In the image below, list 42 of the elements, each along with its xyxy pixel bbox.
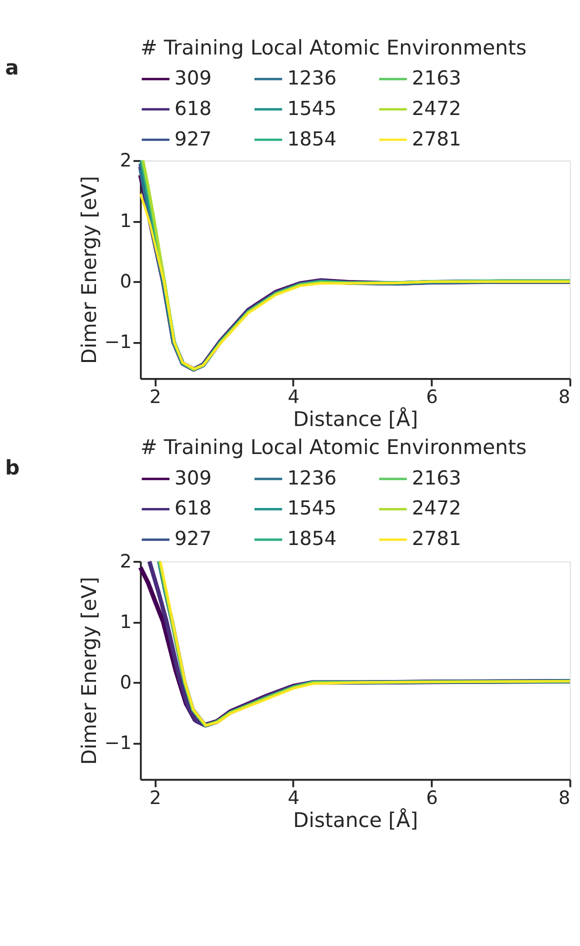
legend-label: 1854: [287, 527, 337, 550]
y-tick-label: −1: [104, 733, 132, 754]
x-axis-title: Distance [Å]: [293, 808, 418, 832]
legend-label: 309: [174, 466, 212, 490]
x-tick-label: 4: [288, 386, 300, 408]
legend-label: 1545: [287, 96, 337, 120]
legend-label: 618: [174, 96, 212, 120]
y-tick-label: 2: [120, 551, 132, 572]
legend-label: 2781: [412, 127, 462, 150]
x-tick-label: 6: [426, 788, 438, 809]
legend-label: 2472: [412, 496, 462, 520]
chart-title: a: [5, 56, 19, 80]
y-tick-label: 0: [120, 272, 132, 293]
legend-title: # Training Local Atomic Environments: [140, 435, 527, 460]
x-tick-label: 4: [288, 788, 300, 809]
legend-title: # Training Local Atomic Environments: [140, 35, 527, 60]
x-axis-title: Distance [Å]: [293, 407, 418, 432]
x-tick-label: 2: [149, 386, 162, 408]
x-tick-label: 6: [426, 386, 438, 408]
legend-label: 618: [174, 496, 212, 520]
y-axis-title: Dimer Energy [eV]: [77, 176, 102, 364]
legend-label: 2163: [412, 466, 462, 490]
legend-label: 309: [174, 66, 212, 90]
x-tick-label: 2: [149, 788, 162, 809]
y-tick-label: 1: [120, 211, 132, 232]
legend-label: 2472: [412, 96, 462, 120]
legend-label: 1236: [287, 66, 337, 90]
legend-label: 927: [174, 127, 212, 150]
y-tick-label: −1: [104, 332, 132, 354]
legend-label: 1236: [287, 466, 337, 490]
legend-label: 2163: [412, 66, 462, 90]
x-tick-label: 8: [558, 788, 570, 809]
y-axis-title: Dimer Energy [eV]: [77, 576, 102, 765]
legend-label: 927: [174, 527, 212, 550]
y-tick-label: 1: [120, 612, 132, 633]
y-tick-label: 0: [120, 672, 132, 694]
legend-label: 1854: [287, 127, 337, 150]
x-tick-label: 8: [558, 386, 570, 408]
chart-title: b: [5, 456, 20, 480]
y-tick-label: 2: [120, 150, 132, 172]
legend-label: 1545: [287, 496, 337, 520]
legend-label: 2781: [412, 527, 462, 550]
